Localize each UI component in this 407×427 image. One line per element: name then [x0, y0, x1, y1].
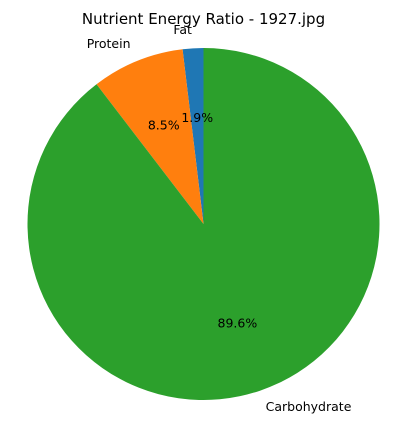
pie-slice-fat: [182, 48, 204, 224]
chart-title: Nutrient Energy Ratio - 1927.jpg: [82, 10, 325, 28]
slice-percent-carbohydrate: 89.6%: [218, 316, 258, 331]
pie-slice-carbohydrate: [27, 48, 380, 401]
slice-label-carbohydrate: Carbohydrate: [266, 399, 352, 414]
slice-label-protein: Protein: [87, 36, 131, 51]
pie-slices: [27, 48, 380, 401]
slice-label-fat: Fat: [173, 22, 192, 37]
pie-slice-protein: [96, 49, 204, 225]
slice-percent-protein: 8.5%: [148, 118, 180, 133]
pie-labels: Fat 1.9% Protein 8.5% Carbohydrate 89.6%: [87, 22, 352, 414]
slice-percent-fat: 1.9%: [181, 110, 213, 125]
